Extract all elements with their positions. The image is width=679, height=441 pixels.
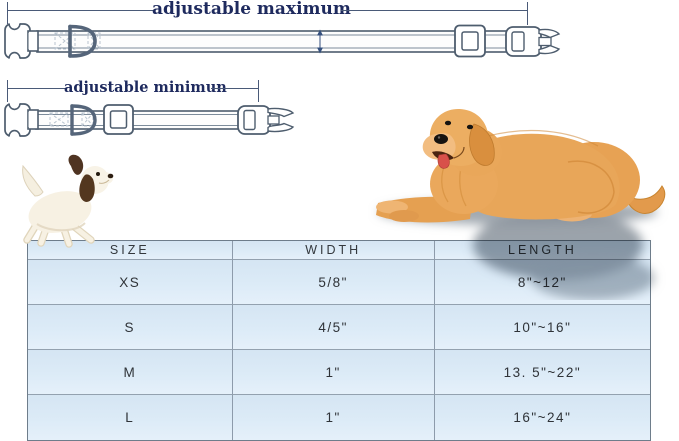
dimension-tick-left [7, 2, 9, 24]
tri-glide-slider-icon [454, 24, 486, 58]
golden-retriever-illustration [376, 108, 666, 300]
dimension-tick-left [7, 80, 9, 102]
collar-max-diagram [4, 22, 561, 60]
dimension-line [341, 10, 527, 12]
size-column-header: SIZE [28, 241, 233, 260]
male-clip-icon [505, 26, 561, 57]
d-ring-icon [70, 104, 97, 136]
puppy-body [22, 164, 95, 248]
tongue [437, 153, 450, 169]
dimension-tick-right [527, 2, 529, 25]
dimension-line [211, 88, 259, 90]
retriever-body [376, 128, 666, 223]
nose [107, 173, 114, 179]
table-cell-size: XS [28, 260, 233, 305]
ear [68, 154, 84, 175]
table-cell-length: 16"~24" [434, 395, 650, 440]
female-buckle-icon [4, 102, 39, 138]
table-cell-size: S [28, 305, 233, 350]
ear [79, 174, 95, 202]
eye [466, 124, 474, 130]
d-ring-icon [68, 24, 97, 58]
dimension-line [8, 10, 154, 12]
dimension-tick-right [258, 80, 260, 102]
table-cell-width: 4/5" [232, 305, 435, 350]
dimension-line [8, 88, 66, 90]
size-chart-table: SIZE WIDTH LENGTH XS 5/8" 8"~12" S 4/5" … [27, 240, 651, 441]
tri-glide-slider-icon [103, 104, 134, 135]
table-cell-length: 13. 5"~22" [434, 350, 650, 395]
table-cell-size: M [28, 350, 233, 395]
table-cell-width: 1" [232, 395, 435, 440]
tail [22, 164, 44, 197]
min-dimension-title: adjustable minimun [64, 79, 227, 96]
collar-min-diagram [4, 102, 295, 138]
puppy-head [68, 154, 114, 202]
retriever-head [422, 108, 495, 169]
table-cell-width: 5/8" [232, 260, 435, 305]
table-cell-size: L [28, 395, 233, 440]
female-buckle-icon [4, 22, 39, 60]
strap [36, 30, 508, 53]
stitch-box-icon [49, 112, 94, 127]
nose [434, 134, 448, 144]
width-arrow-icon [317, 29, 323, 54]
eye [96, 172, 100, 176]
table-cell-length: 10"~16" [434, 305, 650, 350]
width-column-header: WIDTH [232, 241, 435, 260]
small-dog-illustration [22, 154, 114, 248]
male-clip-icon [237, 105, 295, 135]
eye [444, 120, 452, 126]
table-cell-width: 1" [232, 350, 435, 395]
max-dimension-title: adjustable maximum [152, 0, 351, 19]
